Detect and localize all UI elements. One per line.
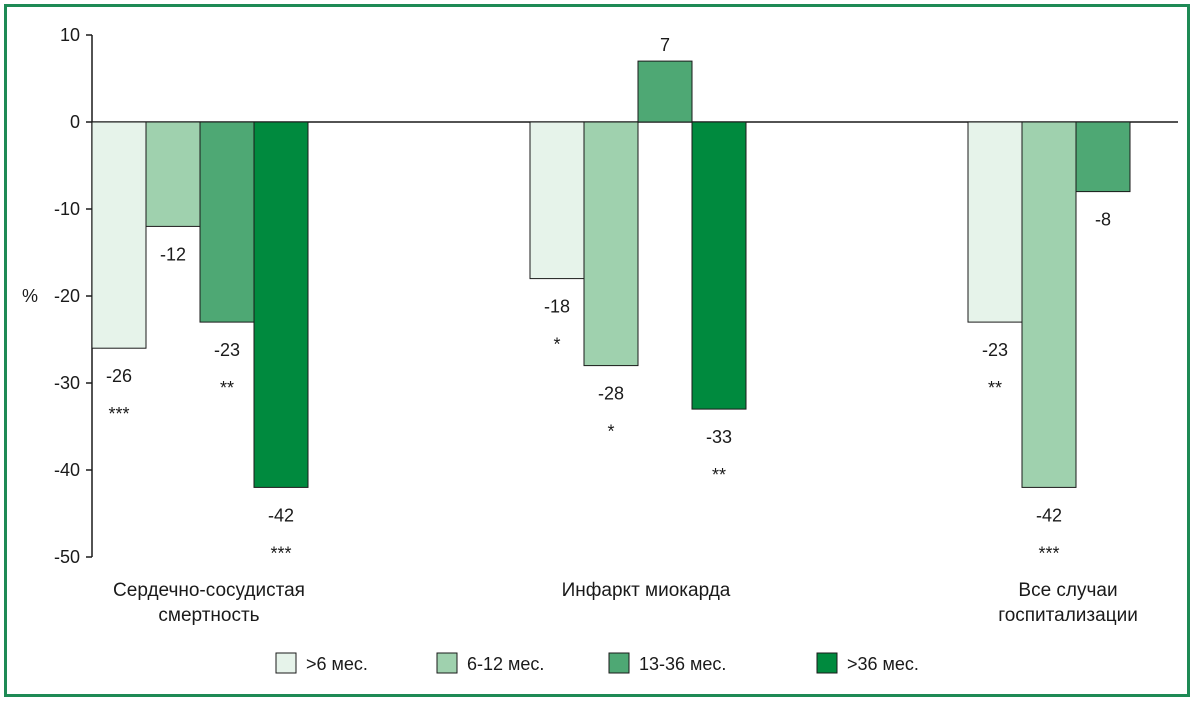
legend-label: 6-12 мес. xyxy=(467,654,544,674)
data-label: -42 xyxy=(1036,505,1062,525)
bar xyxy=(1075,121,1131,193)
data-label: -12 xyxy=(160,244,186,264)
category-label: смертность xyxy=(158,605,259,626)
bar xyxy=(967,121,1023,323)
y-axis-label: % xyxy=(22,286,38,306)
y-tick-label: -20 xyxy=(54,286,80,306)
bar xyxy=(691,121,747,410)
data-label: 7 xyxy=(660,35,670,55)
bar xyxy=(253,121,309,488)
y-tick-label: -40 xyxy=(54,460,80,480)
category-label: Сердечно-сосудистая xyxy=(113,580,305,601)
significance-label: *** xyxy=(108,404,129,424)
data-label: -28 xyxy=(598,384,624,404)
data-label: -26 xyxy=(106,366,132,386)
significance-label: ** xyxy=(220,378,234,398)
significance-label: * xyxy=(607,422,614,442)
y-tick-label: -50 xyxy=(54,547,80,567)
bar xyxy=(91,121,147,349)
legend-swatch xyxy=(436,652,458,674)
bar xyxy=(1021,121,1077,488)
data-label: -8 xyxy=(1095,210,1111,230)
legend-swatch xyxy=(816,652,838,674)
legend-label: >36 мес. xyxy=(847,654,919,674)
data-label: -33 xyxy=(706,427,732,447)
significance-label: * xyxy=(553,335,560,355)
y-tick-label: -30 xyxy=(54,373,80,393)
bar xyxy=(529,121,585,280)
bar xyxy=(199,121,255,323)
bar xyxy=(583,121,639,367)
bar xyxy=(637,60,693,123)
legend-swatch xyxy=(608,652,630,674)
y-tick-label: -10 xyxy=(54,199,80,219)
legend-label: >6 мес. xyxy=(306,654,368,674)
legend-label: 13-36 мес. xyxy=(639,654,726,674)
significance-label: *** xyxy=(270,543,291,563)
data-label: -23 xyxy=(982,340,1008,360)
bar xyxy=(145,121,201,227)
category-label: Все случаи xyxy=(1018,580,1117,601)
category-label: Инфаркт миокарда xyxy=(562,580,731,601)
data-label: -18 xyxy=(544,297,570,317)
significance-label: ** xyxy=(988,378,1002,398)
data-label: -42 xyxy=(268,505,294,525)
data-label: -23 xyxy=(214,340,240,360)
legend-swatch xyxy=(275,652,297,674)
significance-label: ** xyxy=(712,465,726,485)
y-tick-label: 0 xyxy=(70,112,80,132)
category-label: госпитализации xyxy=(998,605,1138,626)
significance-label: *** xyxy=(1038,543,1059,563)
y-tick-label: 10 xyxy=(60,25,80,45)
